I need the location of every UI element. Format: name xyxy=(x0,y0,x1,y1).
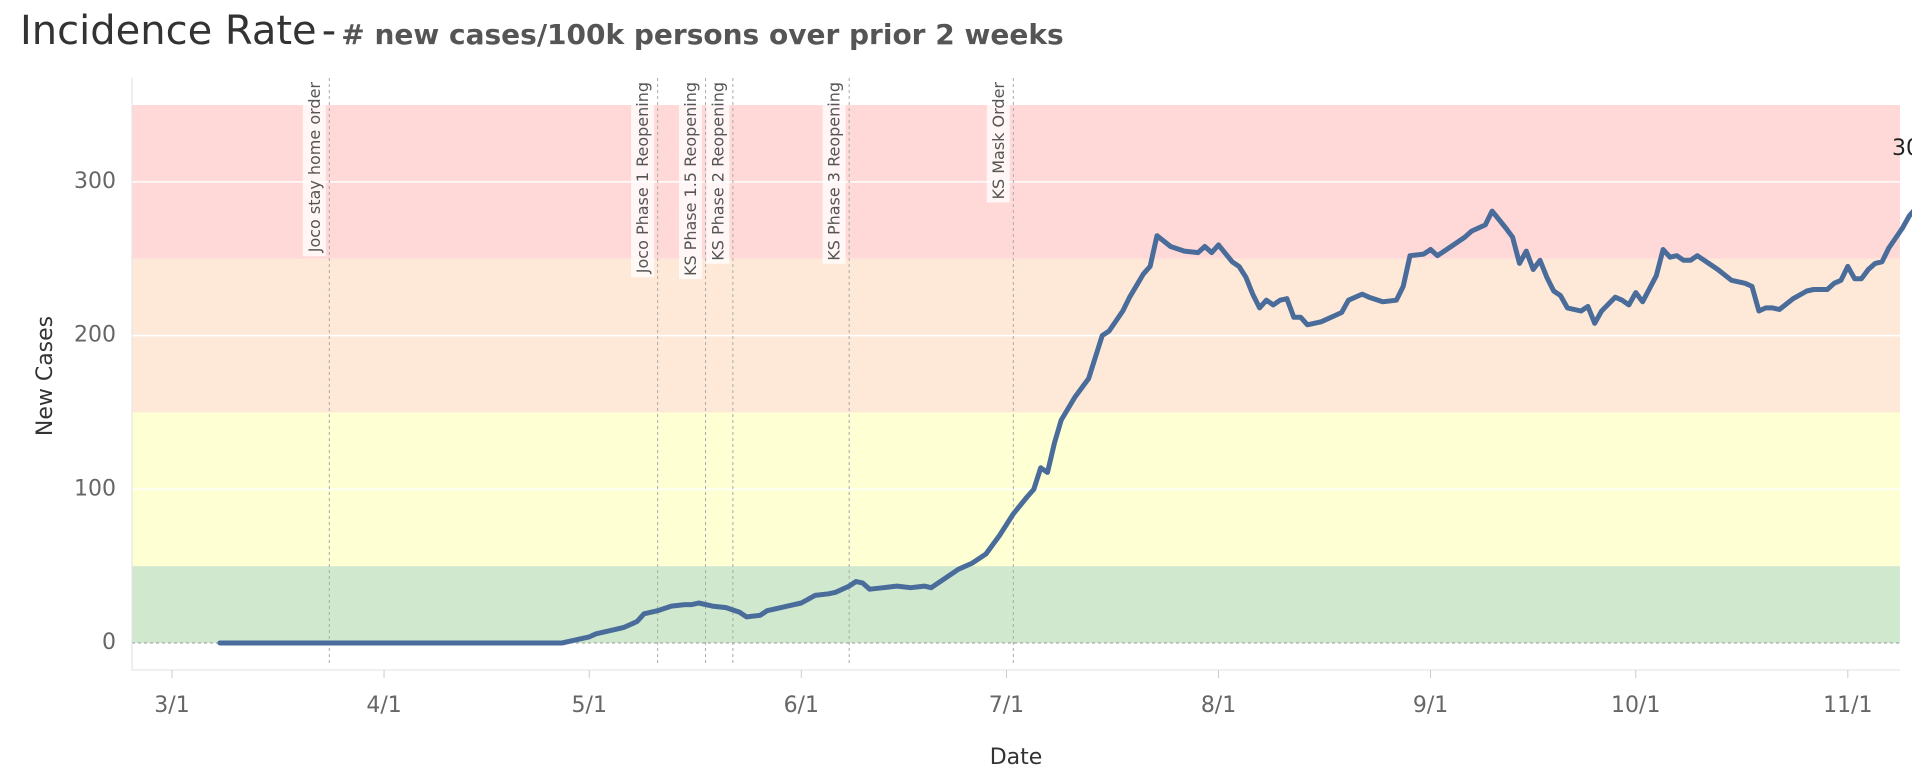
x-tick-label-6: 9/1 xyxy=(1413,693,1448,718)
x-tick-label-8: 11/1 xyxy=(1823,693,1872,718)
x-tick-label-4: 7/1 xyxy=(989,693,1024,718)
x-tick-label-7: 10/1 xyxy=(1611,693,1660,718)
x-tick-label-0: 3/1 xyxy=(154,693,189,718)
x-tick-label-3: 6/1 xyxy=(784,693,819,718)
y-axis: 0 100 200 300 xyxy=(74,78,133,670)
x-tick-label-2: 5/1 xyxy=(572,693,607,718)
annotation-label-5: KS Mask Order xyxy=(989,82,1008,200)
annotation-label-1: Joco Phase 1 Reopening xyxy=(633,82,652,274)
annotation-label-bg-5 xyxy=(986,78,1010,203)
x-tick-label-1: 4/1 xyxy=(366,693,401,718)
x-axis: 3/1 4/1 5/1 6/1 7/1 8/1 9/1 10/1 11/1 xyxy=(132,669,1900,718)
y-tick-label-100: 100 xyxy=(74,476,116,501)
last-value-label: 307 xyxy=(1892,136,1912,161)
annotation-label-bg-4 xyxy=(822,79,846,264)
annotation-label-3: KS Phase 2 Reopening xyxy=(708,82,727,261)
chart-title-separator: - xyxy=(321,8,337,54)
annotation-label-bg-1 xyxy=(631,79,655,278)
chart-title-subtitle: # new cases/100k persons over prior 2 we… xyxy=(341,18,1064,51)
risk-band-0 xyxy=(132,566,1900,643)
annotation-label-4: KS Phase 3 Reopening xyxy=(825,82,844,261)
series-layer: 307 xyxy=(217,136,1912,646)
risk-bands xyxy=(132,105,1900,643)
annotation-label-bg-3 xyxy=(706,79,730,264)
event-annotations: Joco stay home order Joco Phase 1 Reopeni… xyxy=(302,78,1014,666)
chart-title-main: Incidence Rate xyxy=(20,8,317,54)
x-axis-label: Date xyxy=(990,745,1043,770)
annotation-label-2: KS Phase 1.5 Reopening xyxy=(681,82,700,276)
annotation-label-bg-0 xyxy=(302,78,326,257)
y-tick-label-200: 200 xyxy=(74,323,116,348)
series-line-0 xyxy=(217,208,1912,646)
y-tick-label-0: 0 xyxy=(102,630,116,655)
y-tick-label-300: 300 xyxy=(74,169,116,194)
x-tick-label-5: 8/1 xyxy=(1201,693,1236,718)
y-axis-label: New Cases xyxy=(33,316,58,436)
chart-title: Incidence Rate - # new cases/100k person… xyxy=(20,8,1064,54)
annotation-label-bg-2 xyxy=(679,79,703,280)
annotation-label-0: Joco stay home order xyxy=(305,82,324,254)
